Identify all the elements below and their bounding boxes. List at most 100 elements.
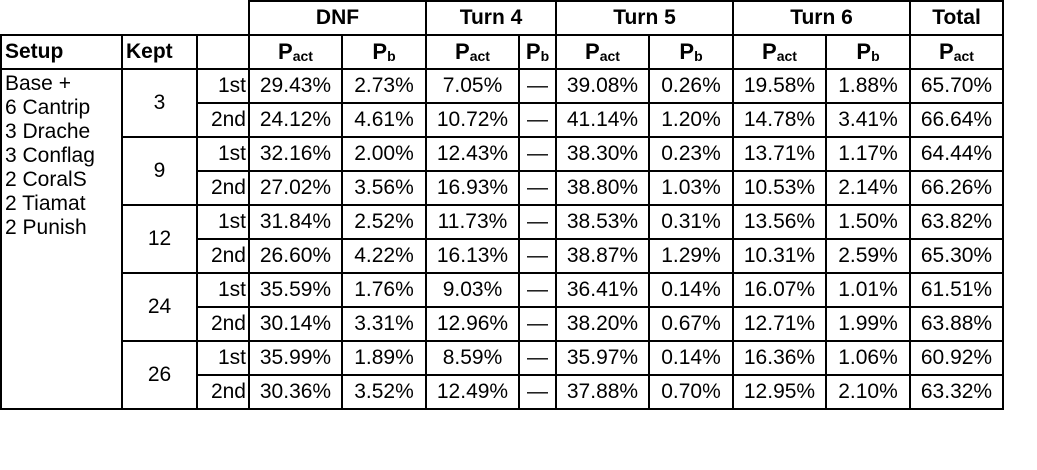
order-cell: 2nd — [196, 374, 250, 410]
cell-t6-act: 13.71% — [732, 136, 827, 172]
setup-cell: Base +6 Cantrip 3 Drache 3 Conflag 2 CoralS… — [0, 68, 123, 410]
cell-dnf-act: 27.02% — [248, 170, 343, 206]
cell-t6-b: 1.06% — [825, 340, 911, 376]
kept-cell: 9 — [121, 136, 198, 206]
header-spacer — [1, 1, 250, 36]
cell-t4-act: 10.72% — [425, 102, 520, 138]
order-cell: 1st — [196, 136, 250, 172]
cell-t5-b: 1.20% — [648, 102, 734, 138]
cell-t6-act: 14.78% — [732, 102, 827, 138]
table-row: 2nd 30.36% 3.52% 12.49% —37.88% 0.70% 12.95% 2.… — [1, 374, 1004, 410]
subheader-turn5-p-act: Pact — [555, 34, 650, 70]
cell-t6-act: 10.31% — [732, 238, 827, 274]
cell-t5-b: 1.29% — [648, 238, 734, 274]
table-row: 2nd 24.12% 4.61% 10.72% —41.14% 1.20% 14.78% 3.… — [1, 102, 1004, 138]
subheader-turn4-p-act: Pact — [425, 34, 520, 70]
cell-dnf-b: 4.61% — [341, 102, 427, 138]
cell-dnf-b: 3.52% — [341, 374, 427, 410]
p-subscript: b — [540, 48, 550, 64]
table-row: Base +6 Cantrip 3 Drache 3 Conflag 2 CoralS… — [0, 68, 1004, 410]
p-subscript: b — [387, 48, 396, 64]
kept-cell: 26 — [121, 340, 198, 410]
cell-dnf-act: 30.36% — [248, 374, 343, 410]
cell-t4-b: — — [518, 68, 557, 104]
p-subscript: act — [776, 48, 797, 64]
kept-cell: 3 — [121, 68, 198, 138]
cell-t4-b: — — [518, 306, 557, 342]
header-turn6: Turn 6 — [732, 0, 911, 36]
p-subscript: act — [292, 48, 313, 64]
cell-dnf-act: 26.60% — [248, 238, 343, 274]
cell-t6-b: 3.41% — [825, 102, 911, 138]
order-cell: 1st — [196, 340, 250, 376]
cell-total: 65.30% — [909, 238, 1004, 274]
cell-t6-act: 12.71% — [732, 306, 827, 342]
cell-dnf-b: 3.31% — [341, 306, 427, 342]
cell-dnf-act: 29.43% — [248, 68, 343, 104]
header-dnf: DNF — [248, 0, 427, 36]
setup-line: 6 Cantrip — [5, 96, 91, 119]
cell-t5-b: 1.03% — [648, 170, 734, 206]
cell-dnf-b: 3.56% — [341, 170, 427, 206]
setup-line: 2 Tiamat — [5, 192, 86, 215]
subheader-turn6-p-act: Pact — [732, 34, 827, 70]
setup-line: 2 Punish — [5, 216, 87, 239]
subheader-turn5-p-b: Pb — [648, 34, 734, 70]
cell-dnf-b: 1.76% — [341, 272, 427, 308]
cell-dnf-b: 2.00% — [341, 136, 427, 172]
cell-t6-b: 1.17% — [825, 136, 911, 172]
header-total: Total — [909, 0, 1004, 36]
cell-t5-act: 38.20% — [555, 306, 650, 342]
cell-t4-act: 11.73% — [425, 204, 520, 240]
group-header-row: DNF Turn 4 Turn 5 Turn 6 Total — [1, 0, 1004, 36]
table-row: 26 1st 35.99% 1.89% 8.59% —35.97% 0.14% 16.36% 1… — [1, 340, 1004, 410]
p-subscript: act — [599, 48, 620, 64]
header-turn5: Turn 5 — [555, 0, 734, 36]
cell-t6-b: 1.01% — [825, 272, 911, 308]
header-kept: Kept — [121, 34, 198, 70]
cell-t5-b: 0.23% — [648, 136, 734, 172]
subheader-turn4-p-b: Pb — [518, 34, 557, 70]
cell-t4-act: 7.05% — [425, 68, 520, 104]
order-cell: 2nd — [196, 238, 250, 274]
cell-total: 63.88% — [909, 306, 1004, 342]
p-symbol: P — [762, 39, 777, 64]
cell-t4-act: 9.03% — [425, 272, 520, 308]
cell-dnf-act: 24.12% — [248, 102, 343, 138]
cell-t5-b: 0.14% — [648, 340, 734, 376]
p-subscript: act — [953, 48, 974, 64]
cell-dnf-act: 35.59% — [248, 272, 343, 308]
cell-t6-b: 2.10% — [825, 374, 911, 410]
header-turn4: Turn 4 — [425, 0, 557, 36]
cell-t4-b: — — [518, 102, 557, 138]
cell-t4-act: 12.43% — [425, 136, 520, 172]
order-cell: 2nd — [196, 170, 250, 206]
p-symbol: P — [679, 39, 695, 64]
cell-t4-b: — — [518, 374, 557, 410]
cell-dnf-act: 32.16% — [248, 136, 343, 172]
subheader-dnf-p-act: Pact — [248, 34, 343, 70]
cell-t4-act: 8.59% — [425, 340, 520, 376]
cell-t6-act: 16.07% — [732, 272, 827, 308]
cell-dnf-act: 31.84% — [248, 204, 343, 240]
kept-cell: 24 — [121, 272, 198, 342]
cell-total: 60.92% — [909, 340, 1004, 376]
cell-t6-b: 2.14% — [825, 170, 911, 206]
cell-t4-act: 16.13% — [425, 238, 520, 274]
table-body: Base +6 Cantrip 3 Drache 3 Conflag 2 CoralS… — [0, 68, 1004, 410]
kept-cell: 12 — [121, 204, 198, 274]
cell-t6-b: 1.99% — [825, 306, 911, 342]
p-symbol: P — [372, 39, 388, 64]
cell-total: 61.51% — [909, 272, 1004, 308]
order-cell: 1st — [196, 204, 250, 240]
table-row: 24 1st 35.59% 1.76% 9.03% —36.41% 0.14% 16.07% 1… — [1, 272, 1004, 342]
cell-t5-act: 38.80% — [555, 170, 650, 206]
cell-dnf-b: 2.73% — [341, 68, 427, 104]
subheader-turn6-p-b: Pb — [825, 34, 911, 70]
cell-total: 64.44% — [909, 136, 1004, 172]
cell-t6-b: 2.59% — [825, 238, 911, 274]
cell-t4-b: — — [518, 170, 557, 206]
table-row: 2nd 30.14% 3.31% 12.96% —38.20% 0.67% 12.71% 1.… — [1, 306, 1004, 342]
p-symbol: P — [939, 39, 954, 64]
cell-t6-act: 10.53% — [732, 170, 827, 206]
